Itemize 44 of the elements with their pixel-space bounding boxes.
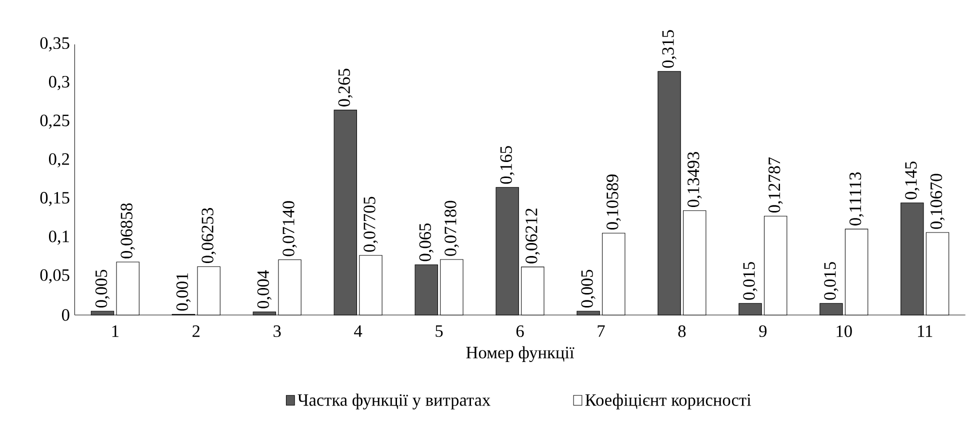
x-tick-label: 7	[598, 325, 605, 337]
x-tick-label: 2	[192, 325, 200, 337]
data-label: 0,004	[257, 270, 272, 308]
data-label: 0,165	[500, 146, 514, 184]
y-tick-label: 0,15	[40, 192, 70, 206]
legend-label: Частка функції у витратах	[298, 394, 490, 410]
x-tick-label: 11	[918, 325, 932, 337]
data-label: 0,06253	[202, 208, 216, 264]
data-label: 0,015	[824, 262, 838, 300]
data-label: 0,07140	[282, 201, 297, 256]
x-axis-title: Номер функції	[466, 346, 574, 362]
data-label: 0,06212	[526, 208, 540, 264]
y-tick-label: 0	[62, 309, 70, 321]
y-tick-label: 0,35	[40, 37, 70, 52]
data-label: 0,001	[176, 273, 191, 311]
data-label: 0,06858	[120, 203, 135, 258]
data-label: 0,005	[581, 270, 596, 308]
data-label: 0,315	[662, 30, 676, 68]
x-tick-label: 6	[516, 325, 524, 338]
x-tick-label: 3	[274, 325, 281, 338]
data-label: 0,07705	[364, 196, 378, 252]
y-tick-label: 0,05	[40, 269, 70, 284]
data-label: 0,13493	[688, 152, 702, 208]
y-tick-label: 0,2	[48, 153, 70, 168]
data-label: 0,265	[338, 68, 353, 106]
data-label: 0,015	[743, 262, 758, 300]
data-label: 0,12787	[768, 157, 783, 212]
x-tick-label: 1	[112, 325, 118, 337]
data-label: 0,11113	[849, 172, 864, 226]
x-tick-label: 8	[678, 325, 686, 338]
data-label: 0,065	[419, 223, 434, 262]
data-label: 0,145	[905, 162, 920, 200]
x-tick-label: 4	[354, 325, 362, 337]
data-label: 0,07180	[444, 200, 459, 256]
y-tick-label: 0,3	[48, 76, 70, 90]
legend-label: Коефіцієнт корисності	[585, 394, 752, 410]
data-label: 0,10670	[930, 174, 945, 229]
y-tick-label: 0,25	[40, 114, 70, 129]
data-label: 0,10589	[606, 174, 621, 230]
x-tick-label: 9	[759, 325, 767, 338]
x-tick-label: 5	[436, 325, 443, 337]
x-tick-label: 10	[836, 325, 852, 338]
data-label: 0,005	[95, 270, 110, 308]
y-tick-label: 0,1	[48, 230, 69, 245]
